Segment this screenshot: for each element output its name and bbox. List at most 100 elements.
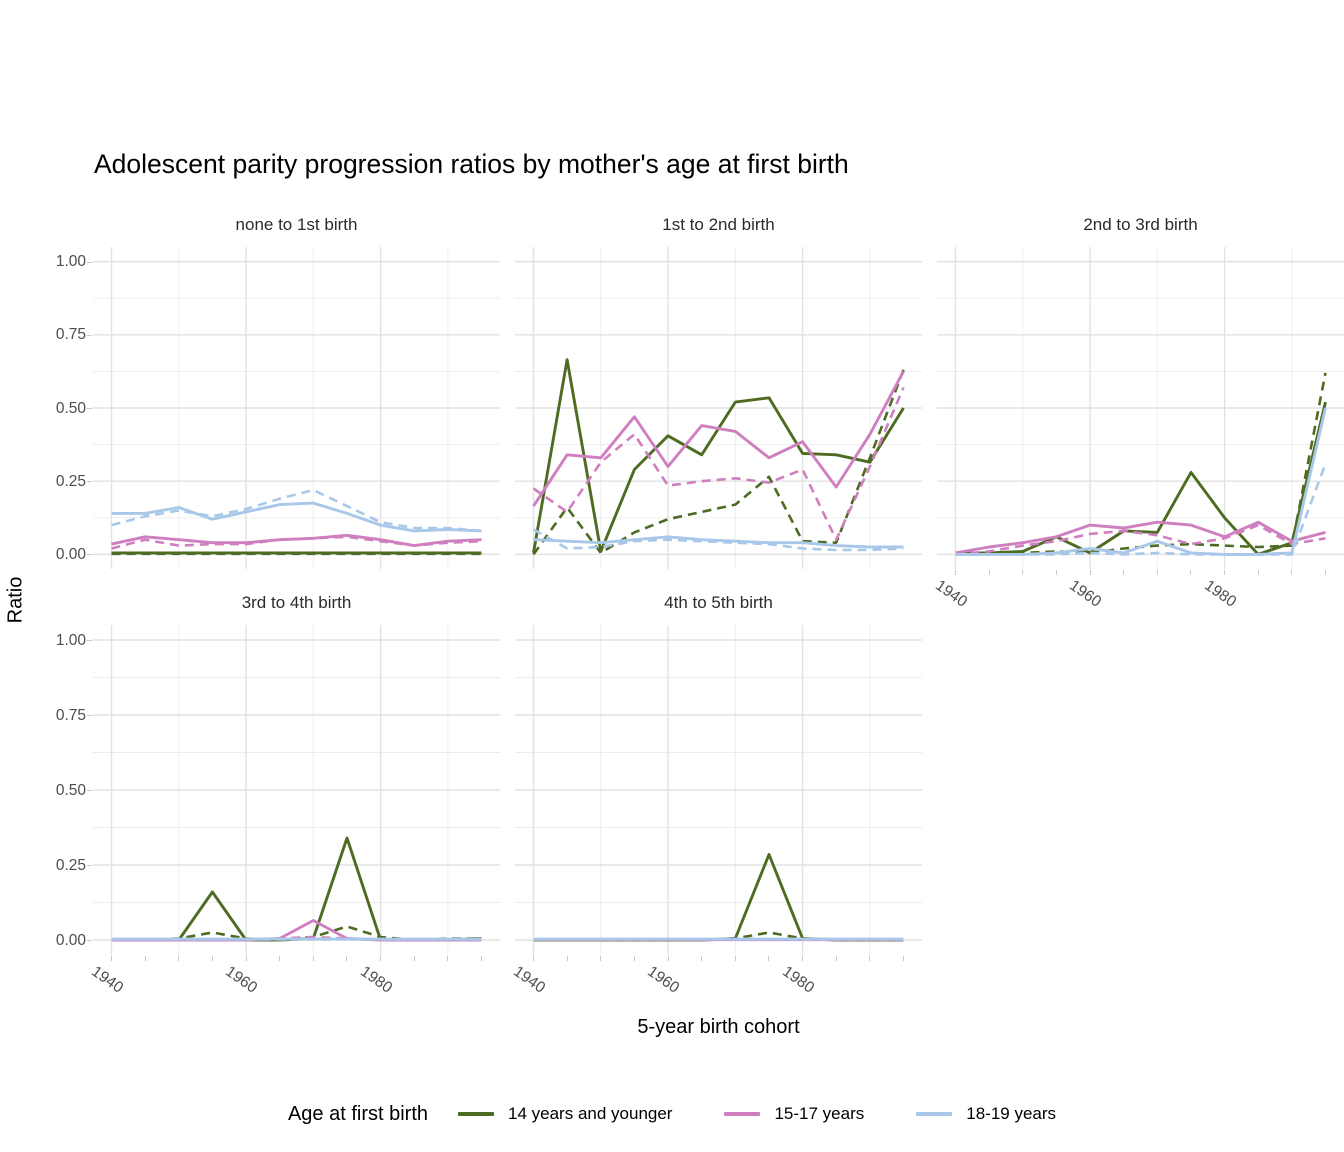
axis-tick: [566, 956, 568, 961]
axis-tick: [481, 956, 482, 961]
series-line-18-19-years-dashed: [955, 463, 1327, 556]
axis-tick: [1156, 570, 1158, 575]
legend-items: 14 years and younger 15-17 years 18-19 yea…: [458, 1104, 1056, 1124]
axis-tick: [312, 956, 314, 961]
axis-tick: [346, 956, 348, 961]
facet-panel-svg: [93, 625, 500, 955]
series-line-18-19-years-dashed: [111, 488, 482, 533]
legend-item: 18-19 years: [916, 1104, 1056, 1124]
legend-key-line: [458, 1112, 495, 1116]
axis-tick: [87, 865, 92, 866]
y-tick-label: 0.50: [55, 399, 86, 417]
y-tick-label: 1.00: [55, 253, 86, 271]
axis-tick: [111, 956, 112, 961]
axis-tick: [87, 408, 92, 409]
y-tick-label: 0.00: [55, 931, 86, 949]
legend-key-line: [724, 1112, 761, 1116]
axis-tick: [1123, 570, 1125, 575]
x-tick-label: 1980: [778, 963, 817, 997]
y-tick-label: 0.25: [55, 472, 86, 490]
axis-tick: [87, 640, 92, 641]
y-tick-label: 0.00: [55, 545, 86, 563]
axis-tick: [279, 956, 281, 961]
series-line-14-years-and-younger-solid: [111, 836, 482, 942]
legend-item-label: 18-19 years: [966, 1104, 1057, 1123]
axis-tick: [955, 570, 956, 575]
legend: Age at first birth 14 years and younger 1…: [0, 1096, 1344, 1132]
axis-tick: [988, 570, 990, 575]
legend-item: 14 years and younger: [458, 1104, 672, 1124]
y-tick-label: 0.25: [55, 856, 86, 874]
axis-tick: [869, 956, 871, 961]
axis-tick: [1224, 570, 1226, 575]
facet-strip-label: none to 1st birth: [235, 215, 358, 234]
facet-strip-label: 2nd to 3rd birth: [1083, 215, 1198, 234]
axis-tick: [802, 956, 804, 961]
axis-tick: [380, 956, 382, 961]
x-tick-label: 1940: [87, 963, 126, 997]
axis-tick: [1055, 570, 1057, 575]
series-line-18-19-years-solid: [111, 501, 482, 533]
y-tick-label: 0.50: [55, 781, 86, 799]
axis-tick: [667, 956, 669, 961]
legend-item-label: 15-17 years: [774, 1104, 865, 1123]
legend-key-line: [916, 1112, 953, 1116]
facet-strip-label: 3rd to 4th birth: [241, 593, 352, 612]
y-tick-label: 1.00: [55, 631, 86, 649]
axis-tick: [1291, 570, 1293, 575]
axis-tick: [903, 956, 904, 961]
x-tick-label: 1980: [1200, 577, 1239, 611]
series-line-18-19-years-dashed: [532, 528, 904, 552]
series-line-15-17-years-solid: [532, 370, 905, 507]
series-line-15-17-years-dashed: [955, 523, 1326, 556]
series-line-15-17-years-solid: [955, 520, 1326, 555]
series-line-14-years-and-younger-dashed: [532, 369, 905, 556]
chart-title: Adolescent parity progression ratios by …: [94, 149, 849, 179]
axis-tick: [413, 956, 415, 961]
axis-tick: [211, 956, 213, 961]
facet-strip-label: 1st to 2nd birth: [662, 215, 775, 234]
axis-tick: [1022, 570, 1024, 575]
axis-tick: [178, 956, 180, 961]
y-tick-label: 0.75: [55, 706, 86, 724]
x-tick-label: 1980: [356, 963, 395, 997]
axis-tick: [87, 334, 92, 336]
y-tick-label: 0.75: [55, 326, 86, 344]
axis-tick: [1089, 570, 1091, 575]
facet-panel-svg: [515, 625, 922, 955]
series-line-14-years-and-younger-solid: [533, 853, 904, 942]
legend-item: 15-17 years: [724, 1104, 864, 1124]
axis-tick: [1190, 570, 1192, 575]
axis-tick: [245, 956, 247, 961]
x-axis-title: 5-year birth cohort: [637, 1016, 800, 1038]
axis-tick: [1257, 570, 1259, 575]
facet-strip-label: 4th to 5th birth: [664, 593, 773, 612]
legend-item-label: 14 years and younger: [508, 1104, 673, 1123]
x-tick-label: 1960: [222, 963, 261, 997]
axis-tick: [87, 261, 92, 263]
legend-title: Age at first birth: [287, 1102, 429, 1125]
axis-tick: [87, 715, 92, 716]
series-line-18-19-years-solid: [955, 407, 1327, 556]
axis-tick: [633, 956, 635, 961]
x-tick-label: 1960: [1066, 577, 1105, 611]
axis-tick: [734, 956, 736, 961]
y-axis-title: Ratio: [4, 576, 27, 624]
axis-tick: [835, 956, 837, 961]
x-tick-label: 1940: [509, 963, 548, 997]
x-tick-label: 1960: [644, 963, 683, 997]
axis-tick: [144, 956, 146, 961]
x-tick-label: 1940: [931, 577, 970, 611]
series-line-14-years-and-younger-dashed: [955, 372, 1327, 556]
axis-tick: [87, 790, 92, 791]
axis-tick: [87, 554, 92, 556]
facet-panel-svg: [93, 247, 500, 569]
axis-tick: [533, 956, 534, 961]
series-line-15-17-years-dashed: [532, 386, 905, 542]
axis-tick: [87, 481, 92, 483]
facet-panel-svg: [937, 247, 1344, 569]
axis-tick: [701, 956, 703, 961]
series-line-15-17-years-solid: [111, 533, 482, 548]
series-line-14-years-and-younger-solid: [955, 401, 1327, 556]
